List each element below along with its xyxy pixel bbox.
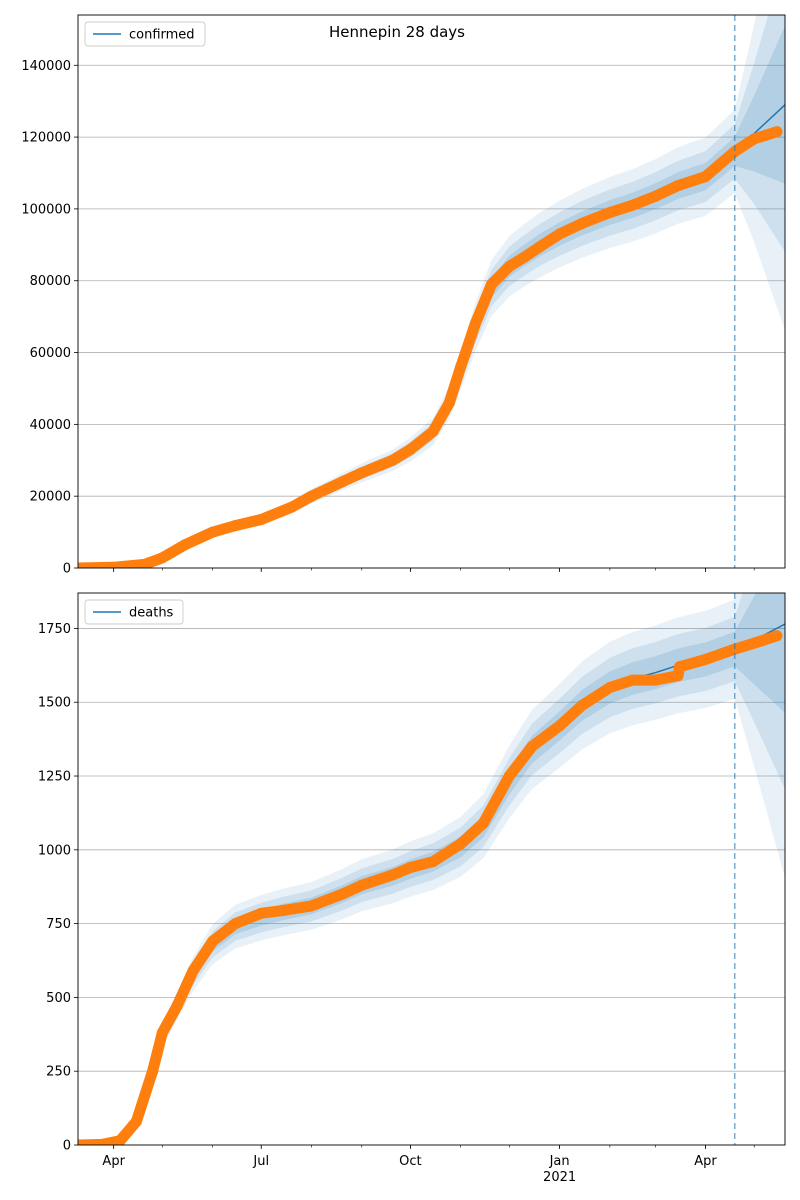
uncertainty-band (78, 593, 785, 1145)
y-tick-label: 40000 (30, 418, 71, 433)
observed-series (78, 630, 783, 1145)
y-tick-label: 140000 (21, 59, 71, 74)
deaths-panel: 0 250 500 750 1000 1250 1500 1750 Apr Jul Oct Jan20… (38, 592, 786, 1185)
x-tick-label: Jul (252, 1154, 269, 1169)
uncertainty-band (78, 25, 785, 568)
uncertainty-band (78, 593, 785, 1145)
confirmed-panel: 0 20000 40000 60000 80000 100000 120000 140000 c… (21, 14, 786, 577)
y-tick-label: 100000 (21, 202, 71, 217)
axes-frame (77, 592, 786, 1146)
legend: confirmed (84, 21, 206, 47)
x-tick-sublabel: 2021 (543, 1170, 576, 1185)
uncertainty-band (78, 15, 785, 568)
y-tick-label: 250 (46, 1065, 71, 1080)
y-tick-label: 1000 (38, 843, 71, 858)
y-tick-label: 1250 (38, 770, 71, 785)
x-tick-label: Apr (102, 1154, 125, 1169)
legend: deaths (84, 599, 184, 625)
y-tick-label: 1750 (38, 622, 71, 637)
figure-suptitle: Hennepin 28 days (329, 23, 465, 41)
y-tick-label: 0 (63, 1139, 71, 1154)
uncertainty-band (78, 593, 785, 1145)
y-tick-label: 0 (63, 562, 71, 577)
y-tick-label: 80000 (30, 274, 71, 289)
legend-box (84, 599, 184, 625)
y-tick-label: 1500 (38, 696, 71, 711)
x-tick-label: Jan (549, 1154, 570, 1169)
observed-series (78, 126, 783, 568)
x-tick-label: Apr (694, 1154, 717, 1169)
legend-label: confirmed (129, 28, 195, 43)
y-tick-label: 20000 (30, 490, 71, 505)
axes-frame (77, 14, 786, 569)
y-tick-label: 750 (46, 917, 71, 932)
legend-box (84, 21, 206, 47)
x-tick-label: Oct (399, 1154, 421, 1169)
y-tick-label: 60000 (30, 346, 71, 361)
uncertainty-band (78, 15, 785, 568)
y-tick-label: 120000 (21, 131, 71, 146)
legend-label: deaths (129, 606, 174, 621)
observed-trace (78, 126, 783, 568)
y-tick-label: 500 (46, 991, 71, 1006)
observed-trace (78, 630, 783, 1145)
